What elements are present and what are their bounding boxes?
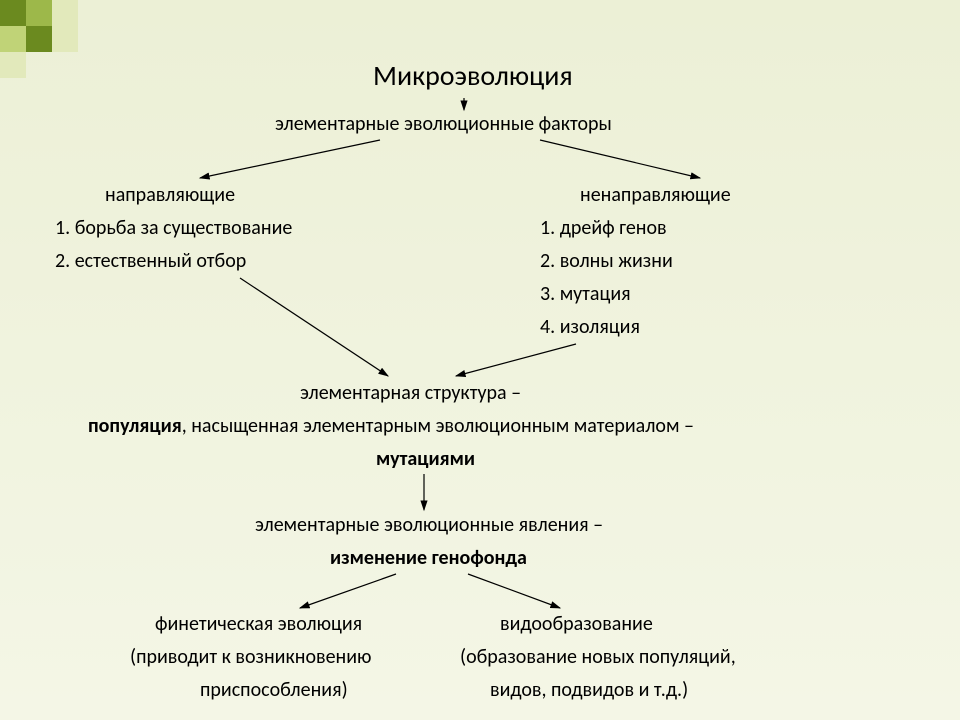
mid-phenomena-line2: изменение генофонда <box>330 546 527 570</box>
bottom-right-line2: (образование новых популяций, <box>460 645 736 669</box>
right-item-1: 1. дрейф генов <box>540 216 667 240</box>
right-heading: ненаправляющие <box>580 183 731 207</box>
mid-phenomena-line1: элементарные эволюционные явления – <box>255 513 603 537</box>
mid-structure-rest: , насыщенная элементарным эволюционным м… <box>182 414 694 438</box>
subtitle: элементарные эволюционные факторы <box>275 112 612 136</box>
bottom-right-line1: видообразование <box>500 612 653 636</box>
left-item-2: 2. естественный отбор <box>55 249 246 273</box>
bottom-left-line2: (приводит к возникновению <box>130 645 371 669</box>
bottom-left-line3: приспособления) <box>200 678 348 702</box>
bottom-left-line1: финетическая эволюция <box>155 612 362 636</box>
bottom-right-line3: видов, подвидов и т.д.) <box>490 678 688 702</box>
mid-structure-bold: популяция <box>88 414 182 438</box>
mid-structure-line3: мутациями <box>376 447 475 471</box>
title: Микроэволюция <box>373 58 573 93</box>
content-layer: Микроэволюция элементарные эволюционные … <box>0 0 960 720</box>
right-item-2: 2. волны жизни <box>540 249 673 273</box>
mid-structure-line2: популяция, насыщенная элементарным эволю… <box>88 414 694 438</box>
right-item-3: 3. мутация <box>540 282 631 306</box>
left-heading: направляющие <box>105 183 235 207</box>
left-item-1: 1. борьба за существование <box>55 216 292 240</box>
right-item-4: 4. изоляция <box>540 315 640 339</box>
mid-structure-line1: элементарная структура – <box>300 381 521 405</box>
